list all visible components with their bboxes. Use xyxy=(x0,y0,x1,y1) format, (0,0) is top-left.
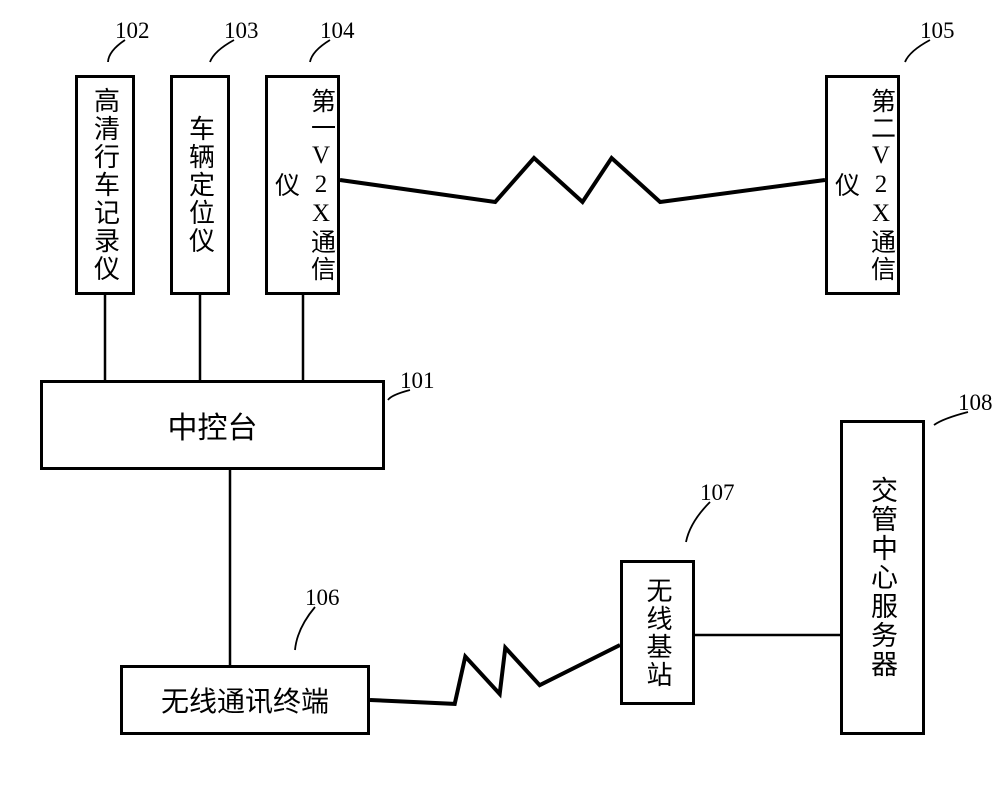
node-101: 中控台 xyxy=(40,380,385,470)
node-103: 车辆定位仪 xyxy=(170,75,230,295)
leader-106 xyxy=(295,607,315,650)
wireless-n106-n107 xyxy=(370,645,620,704)
node-label: 高清行车记录仪 xyxy=(87,87,124,283)
ref-108: 108 xyxy=(958,390,993,416)
node-105: 第二V2X通信仪 xyxy=(825,75,900,295)
wireless-n104-n105 xyxy=(340,158,825,202)
node-104: 第一V2X通信仪 xyxy=(265,75,340,295)
node-label: 无线通讯终端 xyxy=(161,680,329,720)
ref-106: 106 xyxy=(305,585,340,611)
diagram-canvas: 中控台 高清行车记录仪 车辆定位仪 第一V2X通信仪 第二V2X通信仪无线通讯终端 无线基… xyxy=(0,0,1000,793)
node-107: 无线基站 xyxy=(620,560,695,705)
ref-103: 103 xyxy=(224,18,259,44)
leader-107 xyxy=(686,502,710,542)
node-102: 高清行车记录仪 xyxy=(75,75,135,295)
node-label: 第一V2X通信仪 xyxy=(267,78,339,292)
node-label: 第二V2X通信仪 xyxy=(827,78,899,292)
node-106: 无线通讯终端 xyxy=(120,665,370,735)
node-label: 交管中心服务器 xyxy=(863,476,902,679)
ref-102: 102 xyxy=(115,18,150,44)
ref-104: 104 xyxy=(320,18,355,44)
node-label: 中控台 xyxy=(168,403,258,447)
node-108: 交管中心服务器 xyxy=(840,420,925,735)
node-label: 无线基站 xyxy=(639,577,676,689)
ref-105: 105 xyxy=(920,18,955,44)
node-label: 车辆定位仪 xyxy=(182,115,219,255)
ref-101: 101 xyxy=(400,368,435,394)
ref-107: 107 xyxy=(700,480,735,506)
